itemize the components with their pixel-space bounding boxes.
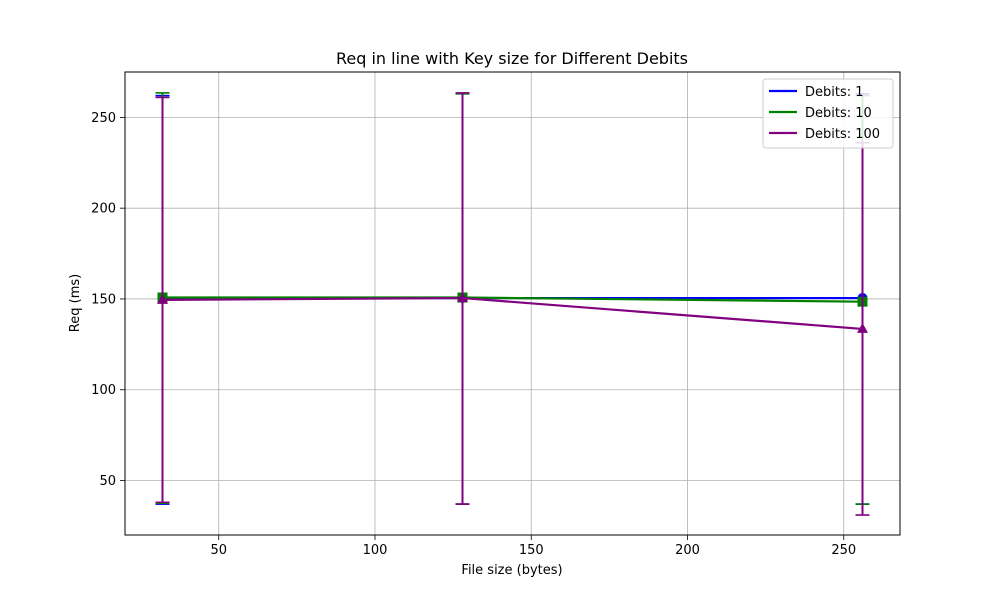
legend-item: Debits: 10 <box>769 106 872 121</box>
y-tick-label: 100 <box>91 383 116 398</box>
x-tick-label: 50 <box>210 543 227 558</box>
y-tick-label: 50 <box>99 474 116 489</box>
x-tick-label: 200 <box>675 543 700 558</box>
series-line <box>162 296 863 331</box>
legend: Debits: 1 Debits: 10 Debits: 100 <box>762 78 894 149</box>
series-3 <box>155 92 870 516</box>
legend-label: Debits: 10 <box>805 106 872 121</box>
data-point <box>457 292 468 303</box>
legend-item: Debits: 1 <box>769 85 864 100</box>
x-tick-label: 150 <box>519 543 544 558</box>
chart-title: Req in line with Key size for Different … <box>336 49 688 68</box>
x-tick-label: 250 <box>831 543 856 558</box>
x-axis-label: File size (bytes) <box>461 563 562 578</box>
series-layer <box>155 92 870 516</box>
axis-ticks: 50 100 150 200 250 50 100 150 200 250 <box>91 111 856 558</box>
y-tick-label: 150 <box>91 292 116 307</box>
legend-item: Debits: 100 <box>769 127 880 142</box>
data-point <box>157 293 168 304</box>
y-axis-label: Req (ms) <box>68 274 83 332</box>
x-tick-label: 100 <box>363 543 388 558</box>
y-tick-label: 200 <box>91 202 116 217</box>
legend-label: Debits: 100 <box>805 127 880 142</box>
plot-frame <box>124 71 901 536</box>
legend-label: Debits: 1 <box>805 85 864 100</box>
y-tick-label: 250 <box>91 111 116 126</box>
data-point <box>857 322 868 333</box>
legend-box <box>762 78 894 149</box>
